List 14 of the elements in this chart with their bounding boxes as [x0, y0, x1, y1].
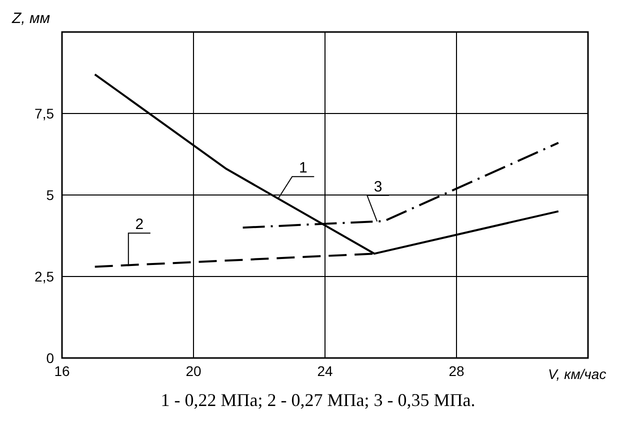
text: 1 - 0,22 МПа; 2 - 0,27 МПа; 3 - 0,35 МПа. [160, 390, 476, 411]
y-tick-label: 0 [46, 350, 54, 366]
x-tick-label: 28 [448, 362, 464, 379]
series-label: 3 [374, 178, 382, 196]
y-tick-label: 7,5 [34, 105, 54, 122]
text: 2 [135, 216, 144, 234]
x-tick-label: 24 [317, 362, 333, 379]
x-tick-label: 20 [186, 362, 202, 379]
y-tick-label: 5 [46, 186, 54, 203]
y-tick-label: 2,5 [34, 268, 54, 284]
x-tick-label: 16 [54, 362, 70, 379]
y-axis-title: Z, мм [12, 10, 50, 27]
series-label: 1 [298, 160, 308, 177]
x-axis-title: V, км/час [548, 366, 606, 382]
